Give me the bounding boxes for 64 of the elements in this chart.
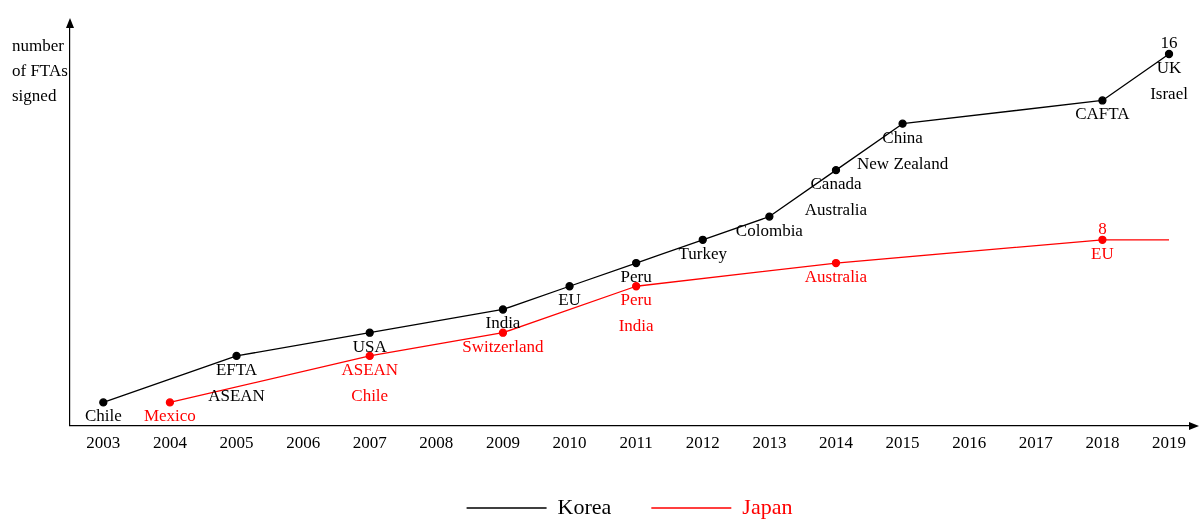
x-tick-label: 2015 xyxy=(885,433,920,453)
data-label: 16 xyxy=(1160,32,1178,52)
annotation: CAFTA xyxy=(1075,104,1131,124)
point xyxy=(698,235,707,244)
annotation: Peru xyxy=(620,290,653,310)
point xyxy=(498,305,508,314)
point xyxy=(632,258,641,268)
point xyxy=(765,212,774,221)
x-tick-label: 2016 xyxy=(952,433,987,453)
x-tick-label: 2011 xyxy=(619,433,653,453)
annotation: Chile xyxy=(84,406,122,426)
data-label: 8 xyxy=(1098,218,1107,238)
x-tick-label: 2013 xyxy=(752,433,787,453)
point xyxy=(632,282,641,291)
annotation: Israel xyxy=(1150,83,1189,103)
x-tick-label: 2005 xyxy=(219,433,254,453)
annotation: UK xyxy=(1156,57,1183,77)
annotation: ASEAN xyxy=(341,359,399,379)
annotation: Australia xyxy=(804,267,868,286)
annotation: Peru xyxy=(620,267,653,286)
x-tick-label: 2017 xyxy=(1018,433,1054,453)
x-tick-label: 2003 xyxy=(86,433,121,453)
annotation: Mexico xyxy=(143,406,196,426)
point xyxy=(1164,49,1174,59)
point xyxy=(565,282,574,291)
point xyxy=(1098,96,1107,105)
annotation: EFTA xyxy=(215,359,258,379)
point xyxy=(831,165,841,175)
point xyxy=(232,351,241,361)
annotation: EU xyxy=(1091,243,1114,263)
annotation: Switzerland xyxy=(462,336,545,356)
point xyxy=(165,398,175,407)
x-tick-label: 2007 xyxy=(352,433,388,453)
annotation: EU xyxy=(558,290,581,310)
x-tick-label: 2019 xyxy=(1152,433,1187,453)
point xyxy=(365,328,374,337)
annotation: India xyxy=(485,313,521,333)
annotation: Turkey xyxy=(678,243,728,263)
annotation: Australia xyxy=(804,200,868,220)
annotation: USA xyxy=(352,336,388,356)
point xyxy=(1098,235,1107,244)
annotation: Chile xyxy=(351,385,389,405)
x-tick-label: 2009 xyxy=(485,433,520,453)
annotation: ASEAN xyxy=(208,385,265,405)
x-tick-label: 2004 xyxy=(152,433,188,453)
x-tick-label: 2008 xyxy=(419,433,454,453)
x-tick-label: 2014 xyxy=(818,433,854,453)
x-tick-label: 2018 xyxy=(1085,433,1120,453)
x-tick-label: 2006 xyxy=(286,433,321,453)
legend-label: Japan xyxy=(742,493,793,519)
point xyxy=(99,398,108,407)
y-axis-title: number of FTAs signed xyxy=(12,35,68,105)
point xyxy=(498,328,508,337)
annotation: China xyxy=(882,127,924,147)
annotation: India xyxy=(618,316,655,336)
x-tick-label: 2010 xyxy=(552,433,587,453)
point xyxy=(365,351,374,361)
annotation: New Zealand xyxy=(857,153,949,173)
point xyxy=(831,258,841,268)
x-tick-label: 2012 xyxy=(685,433,720,453)
annotation: Colombia xyxy=(735,220,804,240)
point xyxy=(898,119,907,128)
annotation: Canada xyxy=(810,174,862,194)
legend-label: Korea xyxy=(557,493,612,519)
